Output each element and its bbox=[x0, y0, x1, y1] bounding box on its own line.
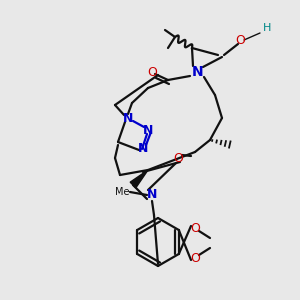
Text: H: H bbox=[263, 23, 271, 33]
Text: Me: Me bbox=[115, 187, 129, 197]
Text: N: N bbox=[147, 188, 157, 202]
Text: O: O bbox=[190, 221, 200, 235]
Text: O: O bbox=[173, 152, 183, 164]
Text: O: O bbox=[235, 34, 245, 46]
Text: N: N bbox=[143, 124, 153, 136]
Text: O: O bbox=[147, 65, 157, 79]
Text: N: N bbox=[192, 65, 204, 79]
Polygon shape bbox=[130, 170, 148, 188]
Text: O: O bbox=[190, 251, 200, 265]
Text: N: N bbox=[123, 112, 133, 124]
Text: N: N bbox=[138, 142, 148, 154]
